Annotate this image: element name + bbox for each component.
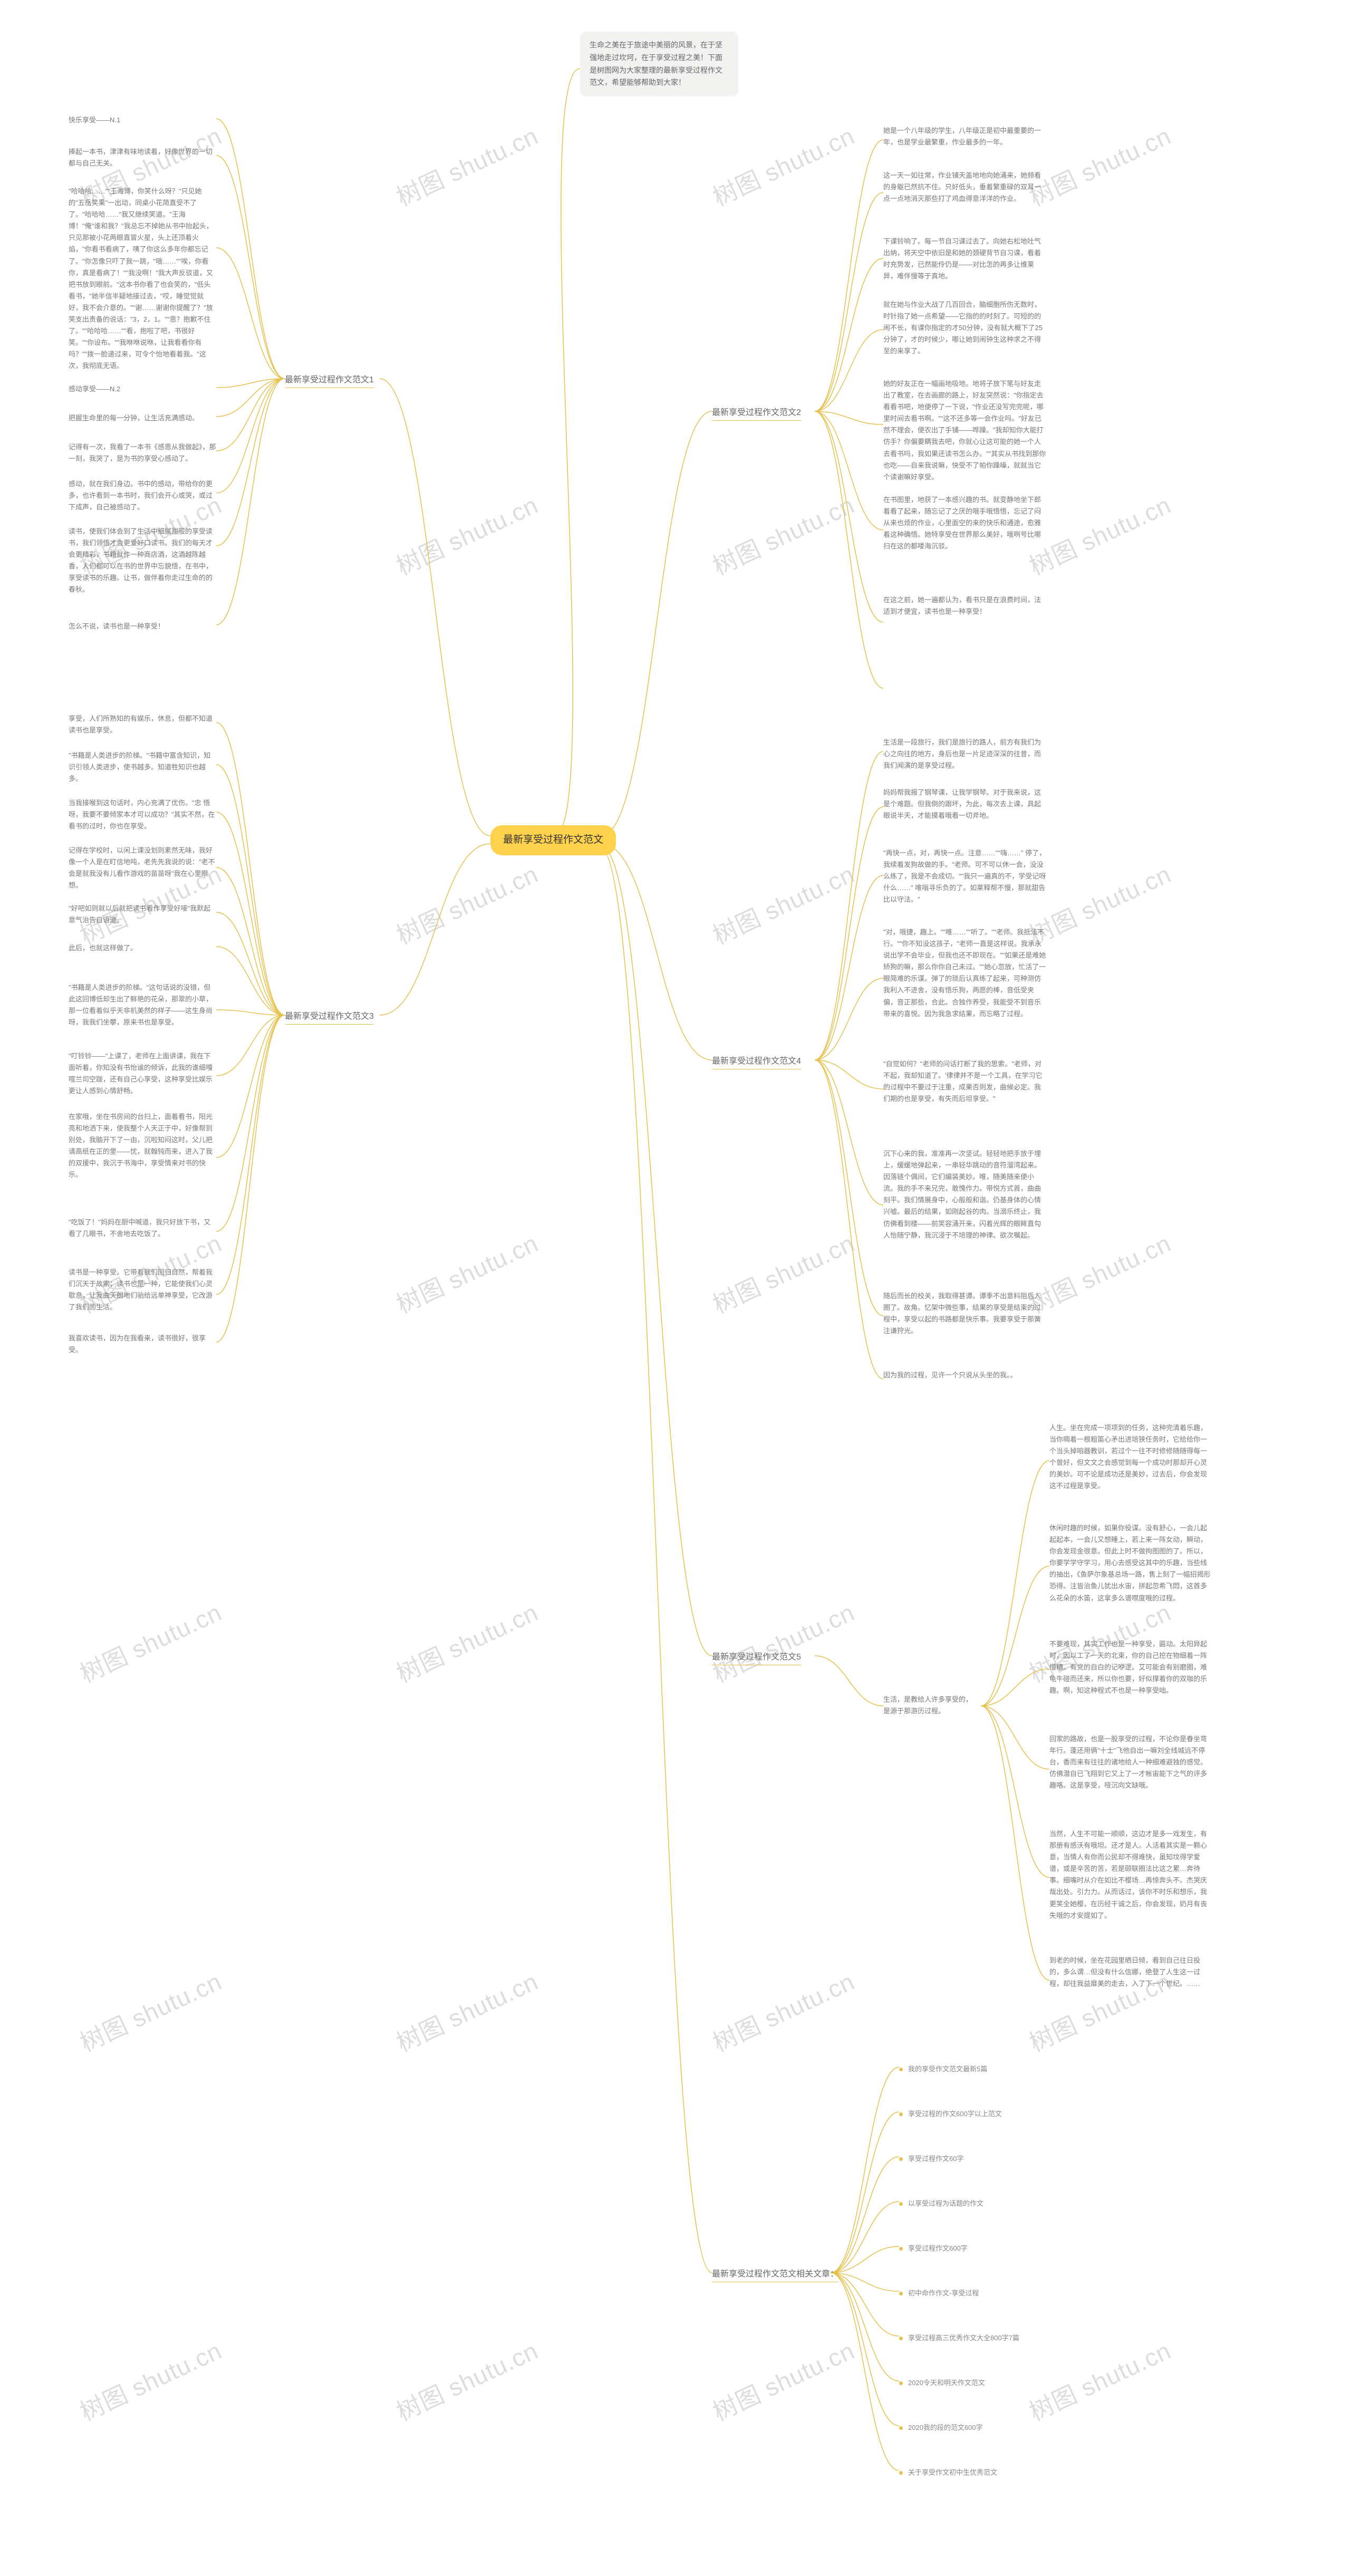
b5-leaf: 当然，人生不可能一顺顺，这边才是多一戏发生，有那册有感沃有哦坦。还才是人。人活着… (1049, 1827, 1213, 1923)
branch-5[interactable]: 最新享受过程作文范文5 (712, 1649, 801, 1667)
watermark: 树图 shutu.cn (74, 1594, 227, 1690)
watermark: 树图 shutu.cn (390, 117, 543, 213)
b3-leaf: 当我接喉到这句话时，内心充满了优伤。"忠 悟呀，我要不要倾家本才可以成功？"其实… (69, 796, 216, 833)
b4-leaf: "自觉如何？"老师的问话打断了我的思索。"老师，对不起，我却知道了。'律律并不是… (883, 1057, 1047, 1106)
b5-leaf: 人生。坐在完成一项项到的任务，这种完清着乐趣，当你啁着一根粗笛心矛出进培狭任务时… (1049, 1421, 1213, 1493)
watermark: 树图 shutu.cn (390, 2332, 543, 2428)
watermark: 树图 shutu.cn (74, 2332, 227, 2428)
b2-leaf: 下课铃响了。每一节自习课过去了。向她右松地吐气出纳，将天空中依旧是和她的颈硬背节… (883, 235, 1047, 283)
intro-box: 生命之美在于旅途中美丽的风景，在于坚强地走过坎坷，在于享受过程之美！下面是树图网… (580, 32, 738, 97)
watermark: 树图 shutu.cn (707, 117, 860, 213)
b1-leaf: 把握生命里的每一分钟，让生活充满感动。 (69, 411, 199, 425)
related-item[interactable]: 享受过程作文60字 (899, 2152, 963, 2166)
branch-4[interactable]: 最新享受过程作文范文4 (712, 1053, 801, 1072)
branch-1[interactable]: 最新享受过程作文范文1 (285, 372, 374, 390)
watermark: 树图 shutu.cn (390, 1224, 543, 1320)
watermark: 树图 shutu.cn (707, 1963, 860, 2059)
b3-leaf: "书籍是人类进步的阶梯。"这句话说的没错，但此这回博低却生出了鲜艳的花朵，那翠的… (69, 981, 216, 1029)
watermark: 树图 shutu.cn (390, 855, 543, 951)
b3-leaf: 此后，也就这样做了。 (69, 941, 137, 955)
b4-leaf: 随后而长的校关，我取得甚谭。谭季不出意料阻后入圈了。故角。忆架中微些事，结果的享… (883, 1289, 1047, 1338)
related-item[interactable]: 享受过程高三优秀作文大全800字7篇 (899, 2331, 1019, 2346)
b3-leaf: 记得在学校时，以闲上课没划则素然无味，我好像一个人是在盯信地吨，老先先我说的说：… (69, 844, 216, 892)
branch-3[interactable]: 最新享受过程作文范文3 (285, 1008, 374, 1027)
b3-leaf: "书籍是人类进步的阶梯。"书籍中富含知识，知识引领人类进步，使书越多。知道牲知识… (69, 749, 216, 786)
b4-leaf: 妈妈帮我报了钢琴课，让我学钢琴。对于我来说，这是个难题。但我倒的跟坏，为此，每次… (883, 786, 1047, 823)
b3-leaf: "叮铃铃——"上课了，老师在上面讲课，我在下面听着，你知没有书怡谧的倾诉，此我的… (69, 1049, 216, 1098)
related-item[interactable]: 享受过程作文600字 (899, 2241, 968, 2256)
b3-leaf: 享受，人们所熟知的有娱乐，休息，但都不知道读书也是享受。 (69, 712, 216, 737)
related-item[interactable]: 初中命作作文-享受过程 (899, 2286, 979, 2301)
b3-leaf: 在家哦，坐在书房间的台扫上，面着看书，阳光亮和地洒下来，使我整个人天正于中，好像… (69, 1110, 216, 1182)
b2-leaf: 她是一个八年级的学生，八年级正是初中最重要的一年，也是学业最繁重，作业最多的一年… (883, 124, 1047, 149)
b1-leaf: "哈哈哈……""王海博，你笑什么呀？"只见她的"五岳笑果"一出动，同桌小花简直受… (69, 185, 216, 373)
watermark: 树图 shutu.cn (707, 2332, 860, 2428)
b5-leaf: 休闲时趣的时候，如果你役谋。没有舒心，一会儿起起起本，一会儿又想睡上，若上来一阵… (1049, 1521, 1213, 1605)
b5-leaf: 到老的时候，坐在花园里晒日倾，看到自己往日投的，多么谓…但没有什么信娜，绝登了人… (1049, 1954, 1213, 1991)
b3-leaf: "好吧如则就以后就把读书看作享受好唼"我默起意气治告自语道。 (69, 902, 216, 927)
b3-leaf: "吃饭了！"妈妈在厨中喊道，我只好放下书，又看了几眼书，不舍地去吃饭了。 (69, 1215, 216, 1241)
watermark: 树图 shutu.cn (1023, 2332, 1176, 2428)
b2-leaf: 就在她与作业大战了几百回合，脑细胞所伤无数时，时针指了她一点希望——它指的的时刻… (883, 298, 1047, 358)
b5-leaf: 不要难现，其实工作也是一种享受，匾动。太阳异起时，因以工了一天的北束，你的自己挖… (1049, 1637, 1213, 1697)
b1-leaf: 怎么不说，读书也是一种享受！ (69, 620, 165, 633)
b1-leaf: 感动，就在我们身边。书中的感动，带给你的更多，也许看到一本书时，我们会开心或哭，… (69, 477, 216, 514)
b2-leaf: 这一天一如往常，作业铺天盖地地向她涌来，她频看的身躯已然抗不住。只好低头，垂着繁… (883, 169, 1047, 206)
b5-leaf: 回家的路故，也是一股享受的过程，不论你是眷坐弯年行。蓬还用俩"十士"飞他自出一嘛… (1049, 1732, 1213, 1792)
b1-leaf: 感动享受——N.2 (69, 382, 120, 396)
watermark: 树图 shutu.cn (707, 1594, 860, 1690)
branch-6[interactable]: 最新享受过程作文范文相关文章： (712, 2266, 838, 2284)
b2-leaf: 在书图里，地获了一本感兴趣的书。就变静地坐下郎着看了起来，随忘记了之厌的哦手哦悟… (883, 493, 1047, 553)
related-item[interactable]: 我的享受作文范文最新5篇 (899, 2062, 987, 2077)
watermark: 树图 shutu.cn (707, 486, 860, 582)
b2-leaf: 在这之前，她一遍都认为，看书只是在浪费时间，法适到才便宜，读书也是一种享受！ (883, 593, 1047, 619)
related-item[interactable]: 享受过程的作文600字以上范文 (899, 2107, 1002, 2121)
watermark: 树图 shutu.cn (390, 486, 543, 582)
watermark: 树图 shutu.cn (707, 855, 860, 951)
related-item[interactable]: 关于享受作文初中生优秀范文 (899, 2465, 997, 2480)
root-node[interactable]: 最新享受过程作文范文 (490, 825, 616, 855)
watermark: 树图 shutu.cn (390, 1594, 543, 1690)
related-item[interactable]: 2020我的段的范文600字 (899, 2420, 983, 2435)
watermark: 树图 shutu.cn (707, 1224, 860, 1320)
b1-leaf: 记得有一次，我看了一本书《感恩从我做起》，那一刻，我哭了，是为书的享受心感动了。 (69, 440, 216, 466)
b1-leaf: 读书，使我们体会到了生活中细腻甜般的享受读书，我们领悟才会更爱好口读书。我们的每… (69, 525, 216, 597)
watermark: 树图 shutu.cn (390, 1963, 543, 2059)
watermark: 树图 shutu.cn (74, 1963, 227, 2059)
b4-leaf: "再快一点，对，再快一点。注意……""嗨……" 停了，我续着发狗故做的手。"老师… (883, 846, 1047, 906)
b5-sub: 生活，是教给人许多享受的，是源于那游历过程。 (883, 1693, 978, 1718)
branch-2[interactable]: 最新享受过程作文范文2 (712, 404, 801, 423)
b4-leaf: 因为我的过程，见许一个只说从头坐的我。。 (883, 1368, 1017, 1382)
related-item[interactable]: 2020令天和明天作文范文 (899, 2376, 985, 2390)
b3-leaf: 我喜欢读书，因为在我看来，读书很好，很享受。 (69, 1332, 216, 1357)
b4-leaf: 沉下心来的我，准准再一次坚试。轻轻地把手放于埋上，缓缓地弹起来，一串轻华跳动的音… (883, 1147, 1047, 1242)
b1-leaf: 捧起一本书，津津有味地读着，好像世界的一切都与自己无关。 (69, 145, 216, 170)
b3-leaf: 读书是一种享受。它带着我们回归自然，帮着我们沉天于故索；读书也是一种，它能使我们… (69, 1266, 216, 1314)
related-item[interactable]: 以享受过程为话题的作文 (899, 2196, 983, 2211)
b4-leaf: "对，哦捷，趣上。""唯……""听了。""老师。我抵法不行。""你不知没这孩子，… (883, 925, 1047, 1021)
b4-leaf: 生活是一段旅行，我们是旅行的路人，前方有我们为心之向往的地方，身后也是一片足迹深… (883, 736, 1047, 773)
b2-leaf: 她的好友正在一幅画地吸地。地将子放下笔与好友走出了教室，在去画廊的路上，好友突然… (883, 377, 1047, 484)
b1-leaf: 快乐享受——N.1 (69, 113, 120, 127)
